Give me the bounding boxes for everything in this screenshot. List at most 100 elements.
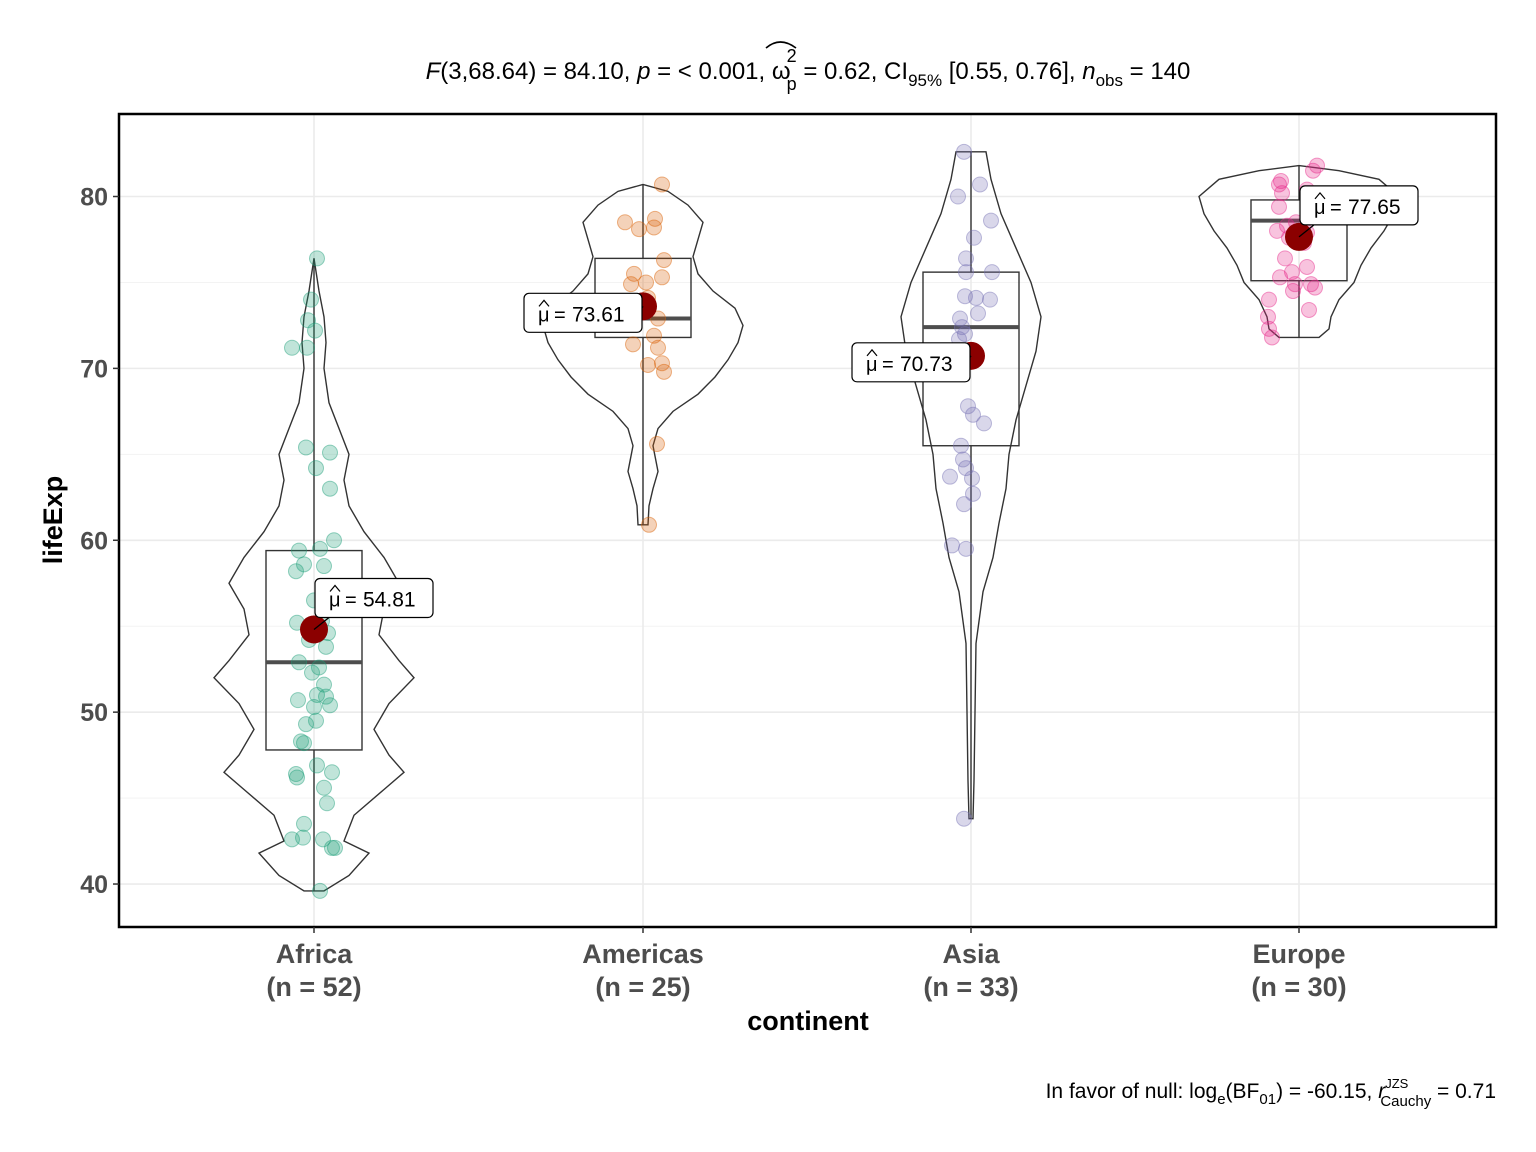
caption-prefix: In favor of null: log: [1046, 1080, 1218, 1103]
data-point: [966, 229, 982, 246]
y-axis: 40 50 60 70 80: [80, 184, 119, 899]
violin-europe: [1198, 164, 1400, 339]
mean-label-value: 73.61: [572, 303, 625, 326]
data-point: [296, 815, 312, 832]
data-point: [319, 795, 335, 812]
data-point: [308, 712, 324, 729]
data-point: [650, 339, 666, 356]
data-point: [322, 444, 338, 461]
data-point: [1301, 301, 1317, 318]
data-point: [965, 406, 981, 423]
data-point: [316, 779, 332, 796]
title-n-sub: obs: [1096, 71, 1123, 90]
y-tick-label: 80: [80, 184, 108, 212]
mean-label-mu: μ: [866, 354, 878, 376]
y-tick-label: 60: [80, 527, 108, 555]
data-point: [1303, 276, 1319, 293]
y-tick-label: 50: [80, 699, 108, 727]
box-europe: [1250, 199, 1348, 282]
data-point: [970, 305, 986, 322]
data-point: [309, 250, 325, 267]
mean-label-mu: μ: [1314, 197, 1326, 219]
x-axis-label: continent: [747, 1006, 869, 1036]
data-point: [1261, 291, 1277, 308]
data-point: [623, 276, 639, 293]
data-point: [631, 221, 647, 238]
data-point: [291, 542, 307, 559]
title-p-value: = < 0.001,: [650, 58, 771, 85]
title-omega-sup: 2: [787, 46, 797, 66]
data-point: [306, 698, 322, 715]
data-point: [296, 556, 312, 573]
data-point: [955, 451, 971, 468]
data-point: [318, 688, 334, 705]
y-tick-label: 40: [80, 871, 108, 899]
title-omega-sub: p: [787, 74, 797, 94]
mean-label-value: 70.73: [900, 353, 953, 376]
data-point: [1277, 250, 1293, 267]
data-point: [958, 264, 974, 281]
x-tick-label-asia: Asia: [942, 939, 1000, 969]
data-point: [983, 212, 999, 229]
mean-label-leader: [313, 616, 330, 630]
data-point: [288, 766, 304, 783]
caption-bf-close: ) = -60.15,: [1276, 1080, 1378, 1103]
data-point: [646, 327, 662, 344]
title-ci-value: [0.55, 0.76],: [942, 58, 1082, 85]
data-point: [958, 460, 974, 477]
data-point: [298, 716, 314, 733]
data-point: [956, 496, 972, 513]
data-point: [312, 882, 328, 899]
mean-label-leader: [1298, 224, 1315, 238]
x-tick-count-asia: (n = 33): [923, 972, 1018, 1002]
data-point: [307, 322, 323, 339]
data-point: [312, 540, 328, 557]
title-f-label: F: [426, 58, 442, 85]
data-point: [315, 831, 331, 848]
caption-r-sup: JZS: [1385, 1076, 1408, 1091]
data-point: [968, 289, 984, 306]
data-point: [649, 436, 665, 453]
data-point: [311, 659, 327, 676]
x-tick-label-africa: Africa: [276, 939, 354, 969]
data-point: [954, 319, 970, 336]
data-point: [300, 312, 316, 329]
data-point: [1264, 329, 1280, 346]
data-point: [654, 176, 670, 193]
data-point: [318, 638, 334, 655]
data-point: [650, 310, 666, 327]
data-point: [322, 480, 338, 497]
mean-label-value: 77.65: [1348, 196, 1401, 219]
data-point: [296, 735, 312, 752]
data-point: [957, 288, 973, 305]
data-point: [957, 326, 973, 343]
chart-caption: In favor of null: loge(BF01) = -60.15, r…: [1046, 1076, 1496, 1110]
y-tick-label: 70: [80, 355, 108, 383]
mean-label-box: [523, 292, 643, 333]
data-point: [960, 398, 976, 415]
data-point: [1305, 162, 1321, 179]
data-point: [640, 356, 656, 373]
data-point: [1284, 264, 1300, 281]
mean-layer: μ = 54.81μ = 73.61μ = 70.73μ = 77.65: [300, 185, 1419, 644]
data-point: [1272, 269, 1288, 286]
data-point: [638, 274, 654, 291]
data-point: [656, 252, 672, 269]
mean-label-box: [1299, 185, 1419, 226]
data-point: [1261, 320, 1277, 337]
y-axis-label: lifeExp: [38, 476, 68, 565]
mean-label-box: [314, 577, 434, 619]
data-point: [299, 339, 315, 356]
data-point: [322, 697, 338, 714]
x-tick-count-africa: (n = 52): [266, 972, 361, 1002]
data-point: [952, 310, 968, 327]
data-point: [303, 291, 319, 308]
data-point: [982, 291, 998, 308]
data-point: [324, 764, 340, 781]
caption-log-sub: e: [1217, 1091, 1225, 1108]
mean-label-box: [851, 342, 971, 383]
data-point: [617, 214, 633, 231]
data-point: [956, 143, 972, 160]
data-point: [284, 831, 300, 848]
